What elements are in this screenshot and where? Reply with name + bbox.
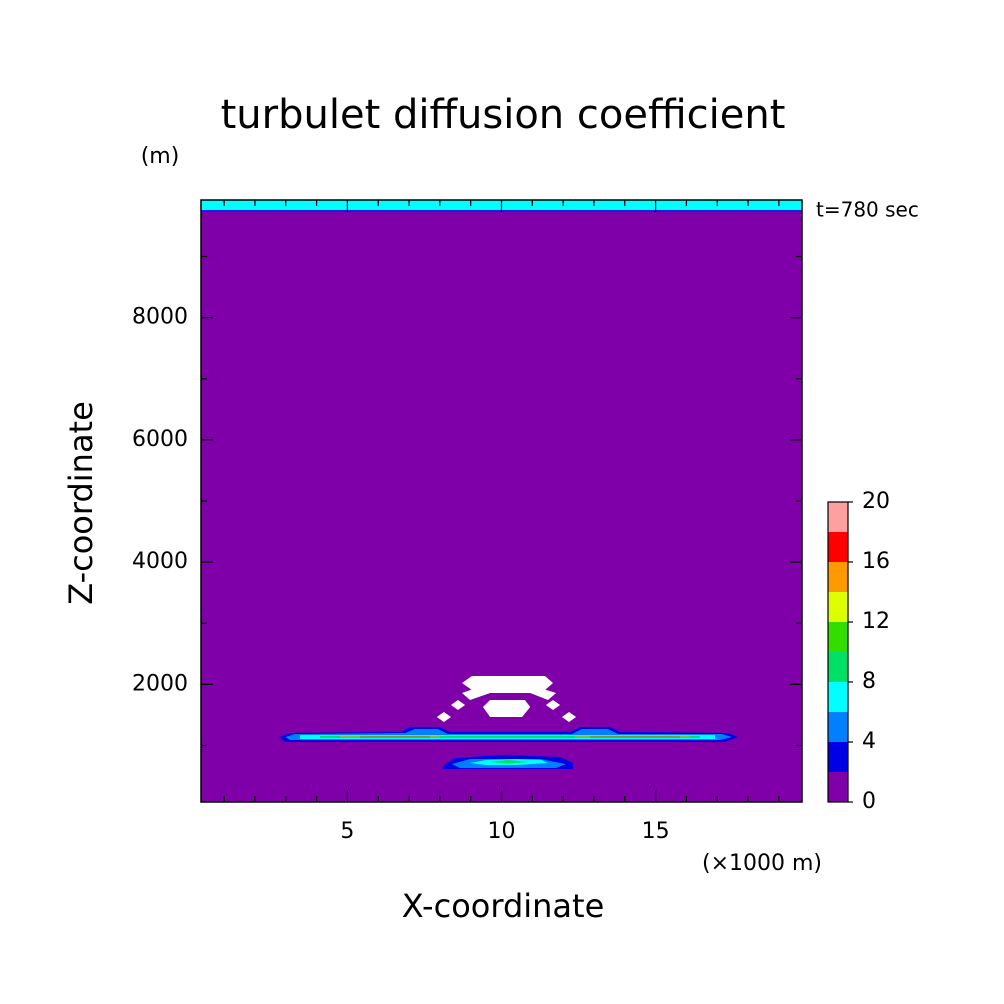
x-unit: (×1000 m)	[702, 851, 822, 876]
y-tick-label: 8000	[132, 305, 188, 330]
colorbar-band	[828, 652, 848, 682]
colorbar-band	[828, 592, 848, 622]
colorbar-band	[828, 682, 848, 712]
colorbar-tick-label: 8	[862, 669, 876, 694]
colorbar-band	[828, 742, 848, 772]
y-axis-label: Z-coordinate	[62, 401, 100, 605]
colorbar-band	[828, 562, 848, 592]
y-unit: (m)	[141, 144, 180, 169]
colorbar-tick-label: 4	[862, 729, 876, 754]
x-axis-label: X-coordinate	[402, 887, 605, 925]
contour-region	[590, 736, 680, 738]
chart-title: turbulet diffusion coefficient	[221, 92, 786, 138]
y-tick-label: 6000	[132, 427, 188, 452]
time-annotation: t=780 sec	[816, 198, 919, 222]
colorbar-band	[828, 712, 848, 742]
contour-region	[462, 688, 557, 700]
contour-region	[462, 676, 553, 690]
colorbar-frame	[827, 501, 849, 803]
y-tick-label: 4000	[132, 549, 188, 574]
contour-region	[489, 760, 530, 764]
contour-region	[436, 712, 451, 722]
colorbar-band	[828, 502, 848, 532]
x-tick-label: 15	[642, 819, 670, 844]
colorbar-tick-label: 0	[862, 789, 876, 814]
contour-region	[451, 700, 466, 710]
y-tick-label: 2000	[132, 671, 188, 696]
plot-area	[201, 200, 802, 802]
x-tick-label: 10	[488, 819, 516, 844]
contour-region	[483, 700, 531, 717]
colorbar-band	[828, 622, 848, 652]
colorbar-band	[828, 772, 848, 802]
colorbar-band	[828, 532, 848, 562]
colorbar-tick-label: 16	[862, 549, 890, 574]
x-tick-label: 5	[340, 819, 354, 844]
colorbar-tick-label: 20	[862, 489, 890, 514]
contour-region	[561, 712, 577, 722]
contour-region	[360, 736, 430, 738]
colorbar-tick-label: 12	[862, 609, 890, 634]
contour-region	[545, 700, 561, 710]
